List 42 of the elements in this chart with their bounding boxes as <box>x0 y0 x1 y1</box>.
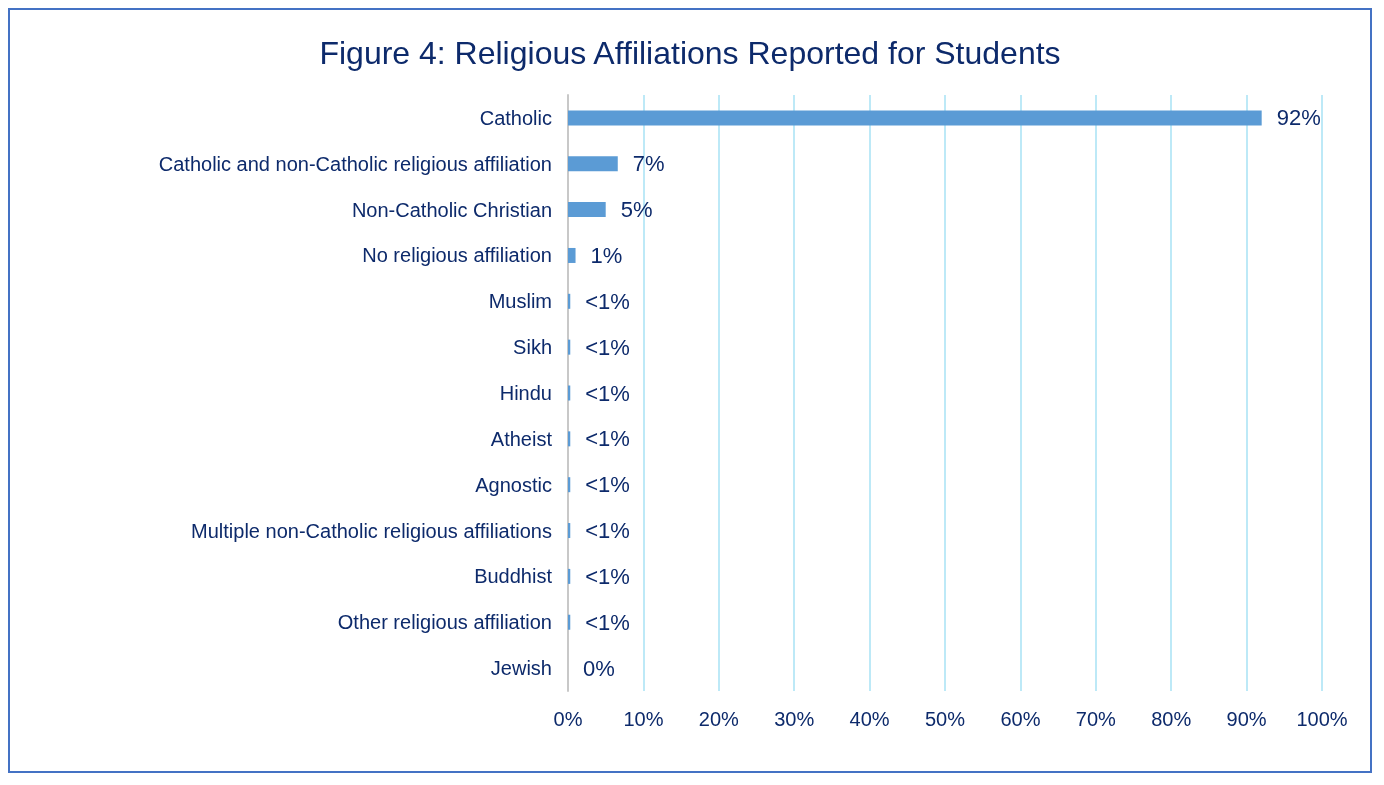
data-label: 5% <box>620 197 653 223</box>
data-label: 0% <box>583 655 615 681</box>
x-tick-label: 50% <box>924 708 966 730</box>
y-tick-label: Hindu <box>499 382 552 404</box>
x-tick-label: 10% <box>623 708 664 730</box>
x-tick-label: 60% <box>1000 708 1041 730</box>
x-tick-label: 70% <box>1075 708 1117 730</box>
y-tick-label: Atheist <box>490 427 553 450</box>
y-tick-label: No religious affiliation <box>362 244 552 267</box>
x-tick-label: 0% <box>553 708 583 730</box>
y-tick-label: Muslim <box>488 290 552 313</box>
y-tick-label: Buddhist <box>474 565 553 588</box>
x-tick-label: 80% <box>1151 708 1192 730</box>
x-tick-label: 100% <box>1296 708 1348 730</box>
y-tick-label: Non-Catholic Christian <box>351 198 552 221</box>
data-label: <1% <box>585 426 630 452</box>
data-label: <1% <box>585 563 630 589</box>
data-label: <1% <box>585 380 630 406</box>
bar <box>568 202 606 218</box>
data-label: <1% <box>585 334 630 360</box>
x-tick-label: 40% <box>849 708 890 730</box>
y-tick-label: Agnostic <box>475 473 552 496</box>
bar <box>568 247 576 263</box>
bar <box>568 110 1262 126</box>
data-label: <1% <box>585 609 630 635</box>
bar <box>568 156 618 172</box>
chart-title: Figure 4: Religious Affiliations Reported for Students <box>319 35 1061 71</box>
data-label: 92% <box>1276 105 1321 131</box>
x-tick-label: 90% <box>1226 708 1267 730</box>
y-tick-label: Catholic and non-Catholic religious affiliation <box>158 152 552 175</box>
data-label: 1% <box>590 242 623 268</box>
x-tick-label: 20% <box>698 708 740 730</box>
x-tick-label: 30% <box>774 708 815 730</box>
y-tick-label: Multiple non-Catholic religious affiliations <box>191 519 552 542</box>
data-label: <1% <box>585 288 630 314</box>
data-label: <1% <box>585 518 630 544</box>
y-tick-label: Other religious affiliation <box>337 611 552 634</box>
y-tick-label: Catholic <box>479 106 552 129</box>
y-tick-label: Sikh <box>513 336 552 359</box>
y-tick-label: Jewish <box>490 657 552 680</box>
data-label: <1% <box>585 472 630 498</box>
data-label: 7% <box>632 151 665 177</box>
